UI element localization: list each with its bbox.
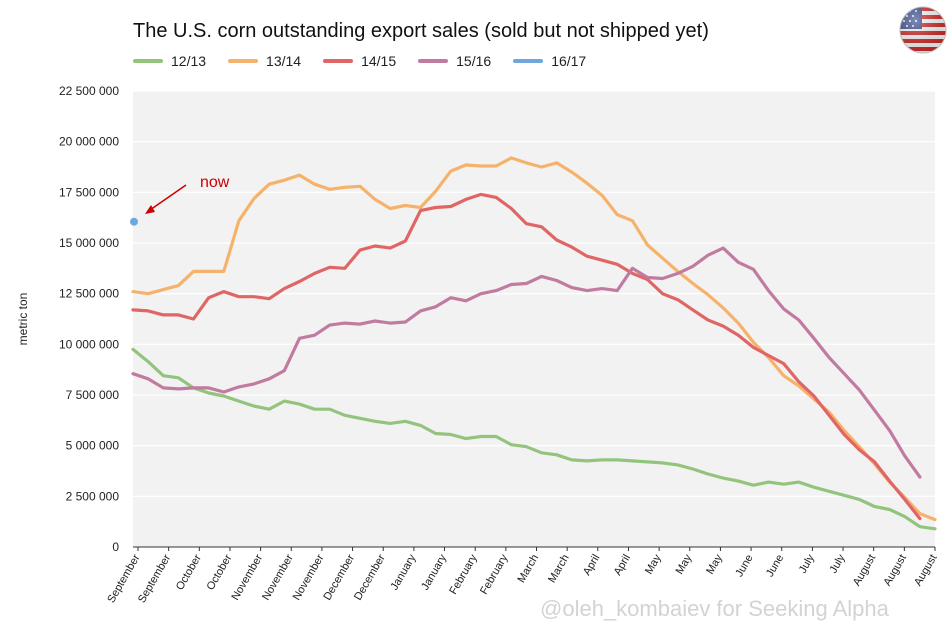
legend-swatch bbox=[418, 59, 449, 63]
x-tick-label: March bbox=[515, 553, 541, 585]
y-tick-label: 20 000 000 bbox=[59, 135, 119, 149]
series-point-16-17 bbox=[130, 217, 138, 226]
legend-label: 15/16 bbox=[456, 53, 492, 69]
y-tick-label: 0 bbox=[112, 540, 119, 554]
y-tick-label: 10 000 000 bbox=[59, 337, 119, 351]
series-line-15-16 bbox=[131, 246, 922, 479]
x-tick-label: February bbox=[478, 552, 511, 597]
annotation-arrow bbox=[145, 184, 187, 214]
chart-title: The U.S. corn outstanding export sales (… bbox=[133, 20, 709, 42]
legend-item: 12/13 bbox=[133, 53, 206, 69]
plot-background bbox=[133, 91, 935, 547]
x-tick-label: February bbox=[447, 552, 480, 597]
x-tick-label: July bbox=[797, 552, 817, 575]
y-axis-label: metric ton bbox=[16, 293, 30, 346]
x-tick-label: December bbox=[352, 552, 388, 602]
series-line-14-15 bbox=[131, 192, 922, 521]
legend-item: 15/16 bbox=[418, 53, 491, 69]
x-tick-label: January bbox=[419, 552, 449, 592]
legend-item: 14/15 bbox=[323, 53, 396, 69]
x-tick-label: July bbox=[827, 552, 847, 575]
x-tick-label: October bbox=[205, 552, 235, 592]
series-line-12-13 bbox=[131, 347, 937, 531]
x-tick-label: March bbox=[546, 553, 572, 585]
annotation-now: now bbox=[200, 174, 230, 191]
legend-item: 13/14 bbox=[228, 53, 301, 69]
y-tick-label: 12 500 000 bbox=[59, 287, 119, 301]
legend-label: 12/13 bbox=[171, 53, 207, 69]
legend-swatch bbox=[323, 59, 354, 63]
y-tick-label: 2 500 000 bbox=[66, 489, 120, 503]
x-tick-label: August bbox=[881, 553, 909, 589]
x-tick-label: June bbox=[733, 553, 755, 580]
series-line-13-14 bbox=[131, 156, 937, 522]
x-tick-label: May bbox=[674, 552, 695, 576]
us-flag-icon bbox=[899, 6, 947, 54]
x-tick-label: January bbox=[389, 552, 419, 592]
x-tick-label: April bbox=[581, 553, 602, 578]
legend-swatch bbox=[133, 59, 163, 63]
legend-swatch bbox=[513, 59, 544, 63]
x-tick-label: October bbox=[174, 552, 204, 592]
x-tick-label: April bbox=[612, 553, 633, 578]
legend: 12/13 13/14 14/15 15/16 16/17 bbox=[133, 52, 608, 70]
x-tick-label: August bbox=[912, 553, 940, 589]
y-tick-label: 5 000 000 bbox=[66, 439, 120, 453]
y-tick-label: 22 500 000 bbox=[59, 84, 119, 98]
y-tick-label: 7 500 000 bbox=[66, 388, 120, 402]
x-tick-label: May bbox=[643, 552, 664, 576]
y-tick-label: 15 000 000 bbox=[59, 236, 119, 250]
series-lines bbox=[130, 156, 937, 531]
legend-label: 14/15 bbox=[361, 53, 397, 69]
x-tick-label: August bbox=[851, 553, 879, 589]
watermark: @oleh_kombaiev for Seeking Alpha bbox=[540, 596, 889, 621]
legend-label: 16/17 bbox=[551, 53, 587, 69]
legend-swatch bbox=[228, 59, 259, 63]
x-tick-label: May bbox=[704, 552, 725, 576]
legend-item: 16/17 bbox=[513, 53, 586, 69]
x-tick-label: June bbox=[764, 553, 786, 580]
grid bbox=[133, 90, 935, 548]
y-tick-label: 17 500 000 bbox=[59, 185, 119, 199]
y-axis: 22 500 000 20 000 000 17 500 000 15 000 000… bbox=[59, 84, 119, 554]
legend-label: 13/14 bbox=[266, 53, 302, 69]
